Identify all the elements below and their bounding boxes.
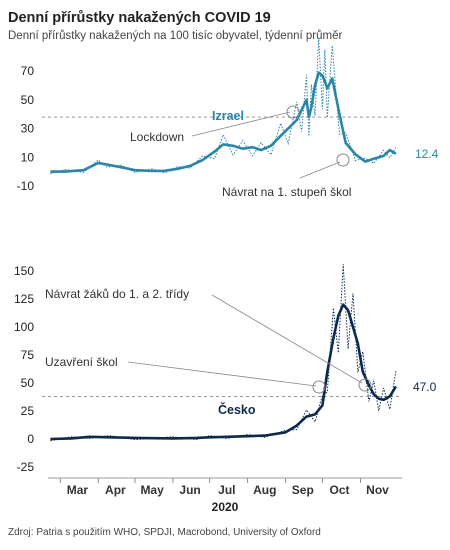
czech-y-tick: 0 xyxy=(27,432,34,446)
czech-y-tick: 75 xyxy=(21,348,35,362)
czech-y-tick: 50 xyxy=(21,376,35,390)
lockdown-annotation: Lockdown xyxy=(130,105,300,144)
x-month-label: Sep xyxy=(292,483,314,497)
israel-series-label: Izrael xyxy=(212,109,244,123)
czech-end-value: 47.0 xyxy=(413,380,437,394)
chart-subtitle: Denní přírůstky nakažených na 100 tisíc … xyxy=(8,30,342,42)
israel-y-tick: 30 xyxy=(21,122,35,136)
czech-y-tick: -25 xyxy=(17,460,35,474)
israel-series-line xyxy=(50,71,397,173)
x-month-label: Jun xyxy=(179,483,200,497)
israel-y-tick: 50 xyxy=(21,93,35,107)
x-axis: Mar Apr May Jun Jul Aug Sep Oct Nov xyxy=(48,477,402,497)
school-return-label: Návrat na 1. stupeň škol xyxy=(222,185,351,199)
source-note: Zdroj: Patria s použitím WHO, SPDJI, Mac… xyxy=(8,527,321,538)
czech-y-tick: 100 xyxy=(14,320,34,334)
israel-daily-line xyxy=(50,37,397,175)
czech-y-tick: 150 xyxy=(14,264,34,278)
x-month-label: May xyxy=(140,483,164,497)
x-month-label: Apr xyxy=(105,483,126,497)
grade-return-label: Návrat žáků do 1. a 2. třídy xyxy=(45,287,189,301)
chart-title: Denní přírůstky nakažených COVID 19 xyxy=(8,10,271,26)
czech-panel: 150 125 100 75 50 25 0 -25 Česko 47.0 Návrat žá… xyxy=(14,264,437,474)
school-closure-label: Uzavření škol xyxy=(45,355,118,369)
x-month-label: Nov xyxy=(366,483,389,497)
x-axis-year: 2020 xyxy=(212,500,239,514)
x-month-label: Mar xyxy=(67,483,89,497)
israel-y-tick: 10 xyxy=(21,150,35,164)
school-return-annotation: Návrat na 1. stupeň škol xyxy=(222,153,351,199)
czech-series-line xyxy=(50,303,398,441)
israel-panel: 70 50 30 10 -10 Izrael 12.4 Lockdown Návrat … xyxy=(17,37,439,199)
czech-series-label: Česko xyxy=(218,402,256,417)
lockdown-label: Lockdown xyxy=(130,130,184,144)
israel-end-value: 12.4 xyxy=(415,147,439,161)
czech-y-tick: 25 xyxy=(21,404,35,418)
x-month-label: Aug xyxy=(253,483,276,497)
grade-return-annotation: Návrat žáků do 1. a 2. třídy xyxy=(45,287,372,392)
x-month-label: Oct xyxy=(330,483,350,497)
israel-y-tick: -10 xyxy=(17,179,35,193)
school-closure-annotation: Uzavření škol xyxy=(45,355,326,394)
x-month-label: Jul xyxy=(218,483,235,497)
israel-y-tick: 70 xyxy=(21,64,35,78)
czech-y-tick: 125 xyxy=(14,292,34,306)
